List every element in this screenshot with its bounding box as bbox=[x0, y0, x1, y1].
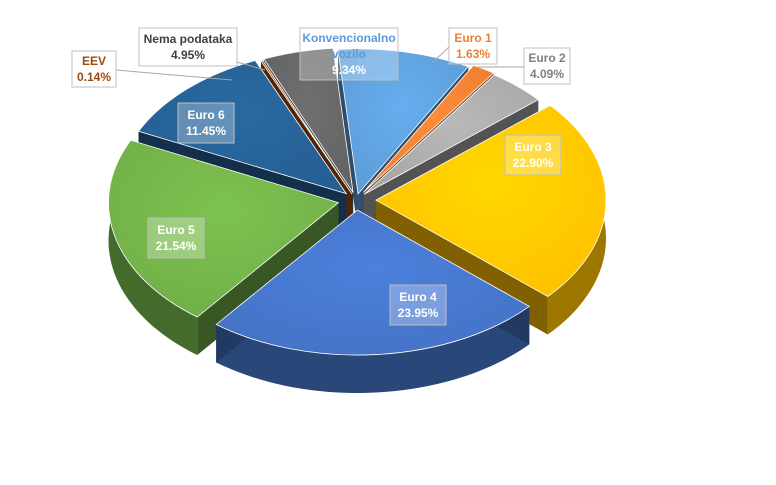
slice-euro-2 bbox=[363, 74, 539, 195]
label-box-nema-podataka bbox=[138, 27, 238, 67]
label-box-euro-6 bbox=[177, 102, 235, 144]
label-value-euro-3: 22.90% bbox=[513, 156, 554, 170]
slice-nema-podataka bbox=[263, 47, 354, 193]
label-value-konvencionalno-vozilo: 9.34% bbox=[332, 63, 366, 77]
label-value-euro-2: 4.09% bbox=[530, 67, 564, 81]
label-box-euro-5 bbox=[147, 217, 205, 259]
label-name-euro-3: Euro 3 bbox=[514, 140, 552, 154]
callout-line-eev bbox=[115, 69, 233, 81]
label-value-euro-6: 11.45% bbox=[186, 124, 226, 138]
slice-euro-5 bbox=[108, 139, 340, 318]
label-name-konvencionalno-vozilo: Konvencionalno bbox=[302, 31, 395, 45]
label-value-euro-1: 1.63% bbox=[456, 47, 490, 61]
label-name-euro-4: Euro 4 bbox=[399, 290, 437, 304]
label-name-eev: EEV bbox=[82, 54, 106, 68]
data-labels: Konvencionalno vozilo 9.34% Euro 1 1.63% Euro… bbox=[71, 27, 571, 326]
slice-side-5 bbox=[108, 140, 198, 355]
callout-line-nema-podataka bbox=[236, 61, 266, 71]
slice-side-4 bbox=[216, 306, 530, 393]
label-value-nema-podataka: 4.95% bbox=[171, 48, 205, 62]
label-value-euro-5: 21.54% bbox=[156, 239, 197, 253]
callout-line-euro-1 bbox=[432, 46, 450, 63]
slice-euro-4 bbox=[215, 209, 531, 356]
label-box-euro-1 bbox=[448, 27, 498, 65]
label-box-euro-4 bbox=[389, 284, 447, 326]
label-name-nema-podataka: Nema podataka bbox=[144, 32, 233, 46]
label-box-euro-2 bbox=[523, 47, 571, 85]
label-box-euro-3 bbox=[504, 134, 562, 176]
pie-top-faces bbox=[108, 47, 607, 356]
label-name-euro-6: Euro 6 bbox=[187, 108, 225, 122]
label-name-euro-1: Euro 1 bbox=[454, 31, 492, 45]
slice-euro-3 bbox=[375, 104, 607, 297]
label-value-eev: 0.14% bbox=[77, 70, 111, 84]
label-name-konvencionalno-vozilo: vozilo bbox=[332, 47, 366, 61]
label-name-euro-5: Euro 5 bbox=[157, 223, 195, 237]
label-value-euro-4: 23.95% bbox=[398, 306, 439, 320]
slice-eev bbox=[260, 60, 353, 195]
slice-euro-1 bbox=[363, 64, 495, 193]
label-box-eev bbox=[71, 50, 117, 88]
slice-konvencionalno-vozilo bbox=[337, 48, 469, 195]
label-name-euro-2: Euro 2 bbox=[528, 51, 566, 65]
label-box-konvencionalno-vozilo bbox=[299, 27, 399, 81]
slice-wall-0-0 bbox=[338, 49, 359, 232]
